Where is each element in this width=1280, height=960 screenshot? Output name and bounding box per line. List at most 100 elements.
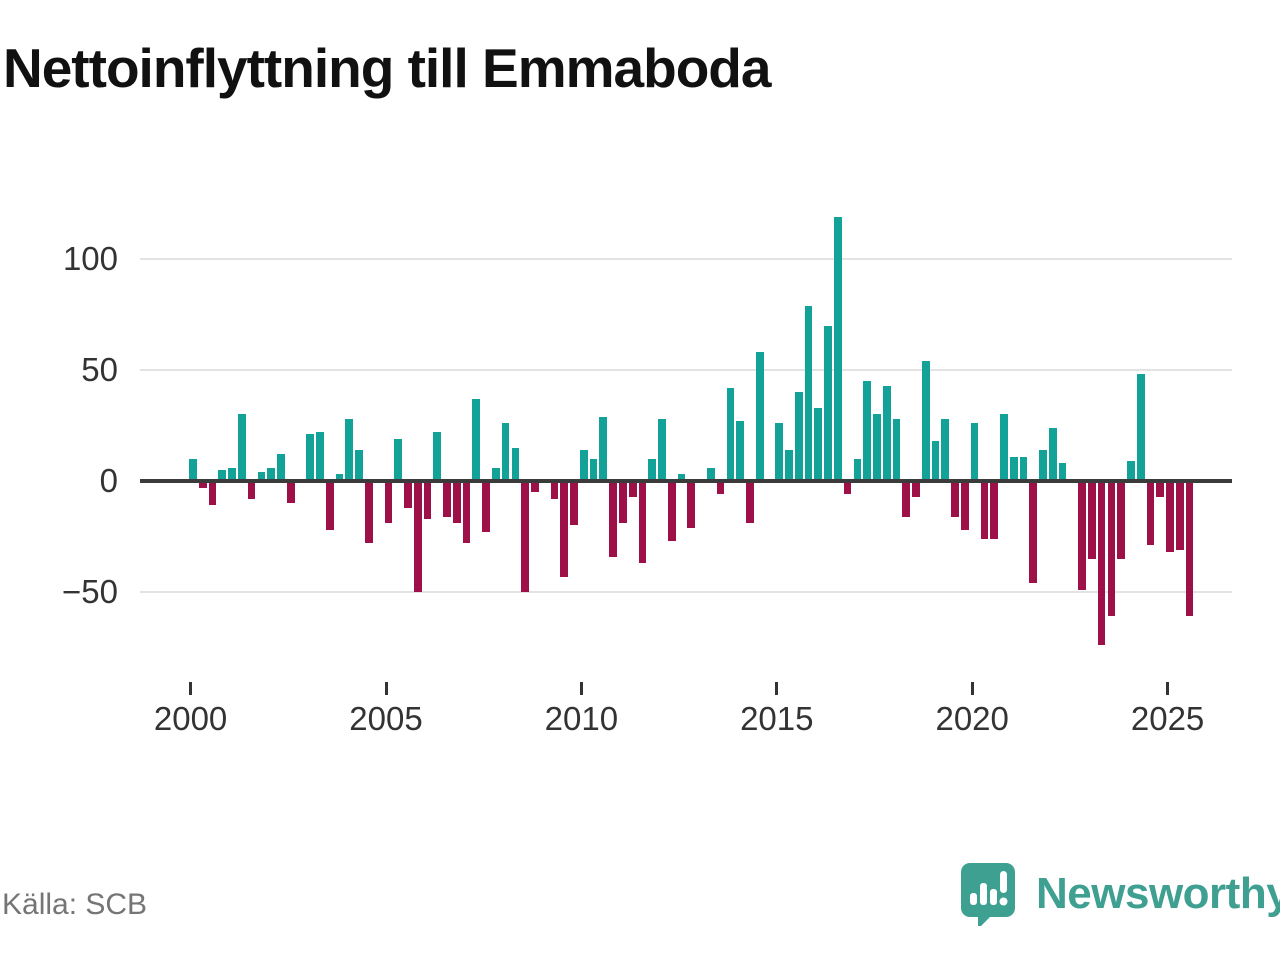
bar-quarter bbox=[228, 467, 236, 481]
bar-quarter bbox=[306, 434, 315, 481]
y-axis-tick-label: 0 bbox=[99, 462, 118, 499]
x-axis-tick bbox=[1166, 682, 1170, 695]
newsworthy-branding: Newsworthy bbox=[960, 862, 1280, 929]
bar-quarter bbox=[951, 481, 959, 517]
bar-quarter bbox=[521, 481, 530, 592]
x-axis-tick-label: 2005 bbox=[349, 700, 423, 737]
x-axis-tick bbox=[970, 682, 974, 695]
bar-quarter bbox=[960, 481, 969, 530]
bar-quarter bbox=[189, 458, 197, 481]
bar-quarter bbox=[277, 454, 285, 481]
bar-quarter bbox=[931, 441, 940, 481]
x-axis-tick-label: 2015 bbox=[740, 700, 814, 737]
bar-quarter bbox=[247, 481, 256, 499]
bar-quarter bbox=[511, 447, 520, 481]
bar-quarter bbox=[423, 481, 432, 519]
bar-quarter bbox=[755, 352, 764, 481]
bar-quarter bbox=[589, 458, 598, 481]
bar-quarter bbox=[1146, 481, 1155, 546]
bar-quarter bbox=[1127, 461, 1135, 481]
bar-quarter bbox=[804, 305, 813, 481]
bar-quarter bbox=[980, 481, 989, 539]
x-axis-tick bbox=[775, 682, 779, 695]
zero-axis-line bbox=[140, 479, 1232, 483]
bar-quarter bbox=[863, 381, 871, 481]
bar-quarter bbox=[794, 392, 803, 481]
bar-quarter bbox=[325, 481, 334, 530]
bar-quarter bbox=[472, 398, 481, 481]
bar-quarter bbox=[316, 432, 324, 481]
bar-quarter bbox=[237, 414, 246, 481]
bar-quarter bbox=[1039, 449, 1047, 481]
bar-quarter bbox=[452, 481, 461, 524]
bar-quarter bbox=[257, 472, 266, 481]
bar-quarter bbox=[716, 481, 725, 495]
bar-quarter bbox=[1048, 427, 1057, 481]
bar-quarter bbox=[775, 423, 784, 481]
bar-quarter bbox=[638, 481, 647, 564]
bar-quarter bbox=[218, 469, 227, 481]
x-axis-tick bbox=[579, 682, 583, 695]
bar-quarter bbox=[824, 325, 832, 481]
bar-quarter bbox=[1087, 481, 1096, 559]
bar-quarter bbox=[912, 481, 920, 497]
bar-quarter bbox=[726, 387, 735, 481]
bar-quarter bbox=[198, 481, 207, 488]
bar-quarter bbox=[492, 467, 500, 481]
bar-quarter bbox=[433, 432, 442, 481]
bar-quarter bbox=[599, 416, 608, 481]
x-axis-tick-label: 2025 bbox=[1130, 700, 1205, 737]
newsworthy-wordmark: Newsworthy bbox=[1036, 869, 1280, 918]
gridline bbox=[140, 258, 1232, 260]
bar-quarter bbox=[658, 418, 666, 481]
bar-quarter bbox=[990, 481, 998, 539]
bar-quarter bbox=[921, 361, 930, 481]
bar-quarter bbox=[609, 481, 617, 557]
bar-quarter bbox=[628, 481, 637, 497]
bar-quarter bbox=[843, 481, 852, 495]
bar-quarter bbox=[902, 481, 911, 517]
bar-quarter bbox=[413, 481, 422, 592]
bar-quarter bbox=[345, 418, 354, 481]
bar-quarter bbox=[1019, 456, 1028, 481]
chart-title: Nettoinflyttning till Emmaboda bbox=[3, 37, 771, 99]
gridline bbox=[140, 591, 1232, 593]
y-axis-tick-label: 50 bbox=[81, 351, 118, 388]
bar-quarter bbox=[579, 449, 588, 481]
bar-quarter bbox=[1166, 481, 1174, 552]
gridline bbox=[140, 369, 1232, 371]
x-axis-tick-label: 2000 bbox=[153, 700, 228, 737]
bar-quarter bbox=[677, 474, 686, 481]
bar-quarter bbox=[208, 481, 217, 506]
bar-quarter bbox=[970, 423, 979, 481]
bar-quarter bbox=[941, 418, 950, 481]
bar-quarter bbox=[814, 407, 823, 481]
bar-quarter bbox=[335, 474, 344, 481]
source-note: Källa: SCB bbox=[2, 888, 148, 921]
bar-quarter bbox=[1029, 481, 1038, 584]
x-axis-tick bbox=[189, 682, 193, 695]
bar-quarter bbox=[355, 449, 363, 481]
bar-quarter bbox=[384, 481, 393, 524]
bar-quarter bbox=[1175, 481, 1184, 550]
bar-quarter bbox=[736, 421, 744, 481]
bar-quarter bbox=[853, 458, 862, 481]
bar-quarter bbox=[1117, 481, 1126, 559]
bar-quarter bbox=[365, 481, 373, 544]
bar-quarter bbox=[550, 481, 559, 499]
bar-quarter bbox=[667, 481, 676, 541]
bar-quarter bbox=[833, 216, 842, 481]
x-axis-tick bbox=[384, 682, 388, 695]
bar-quarter bbox=[482, 481, 490, 533]
bar-quarter bbox=[1185, 481, 1194, 617]
bar-quarter bbox=[501, 423, 510, 481]
bar-quarter bbox=[1078, 481, 1086, 590]
bar-quarter bbox=[286, 481, 295, 504]
bar-quarter bbox=[1136, 374, 1145, 481]
bar-quarter bbox=[560, 481, 569, 577]
bar-quarter bbox=[687, 481, 696, 528]
bar-quarter bbox=[648, 458, 657, 481]
bar-quarter bbox=[404, 481, 412, 508]
